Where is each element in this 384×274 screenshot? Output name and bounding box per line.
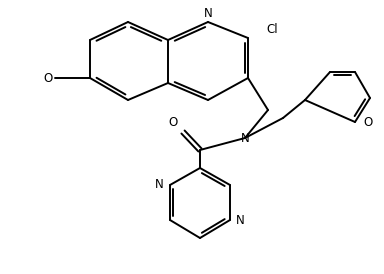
Text: O: O [169, 116, 178, 129]
Text: N: N [155, 178, 164, 192]
Text: O: O [363, 116, 372, 129]
Text: O: O [44, 72, 53, 84]
Text: Cl: Cl [266, 23, 278, 36]
Text: N: N [236, 213, 245, 227]
Text: N: N [204, 7, 212, 20]
Text: N: N [241, 132, 249, 144]
